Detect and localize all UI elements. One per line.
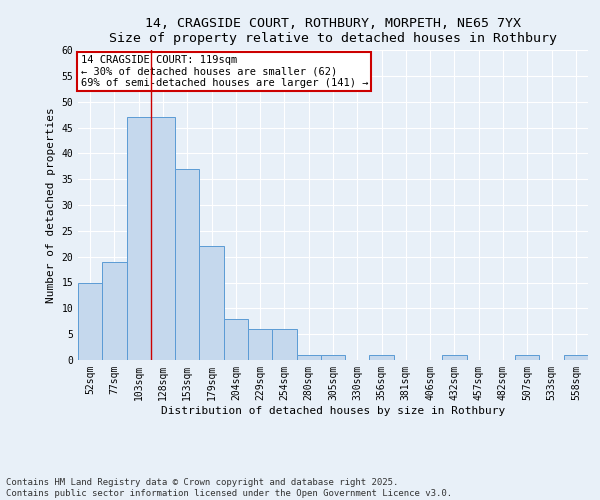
Title: 14, CRAGSIDE COURT, ROTHBURY, MORPETH, NE65 7YX
Size of property relative to det: 14, CRAGSIDE COURT, ROTHBURY, MORPETH, N…: [109, 16, 557, 44]
Bar: [199, 246, 224, 360]
Text: 14 CRAGSIDE COURT: 119sqm
← 30% of detached houses are smaller (62)
69% of semi-: 14 CRAGSIDE COURT: 119sqm ← 30% of detac…: [80, 54, 368, 88]
X-axis label: Distribution of detached houses by size in Rothbury: Distribution of detached houses by size …: [161, 406, 505, 415]
Bar: [248, 329, 272, 360]
Bar: [127, 117, 151, 360]
Bar: [515, 355, 539, 360]
Text: Contains HM Land Registry data © Crown copyright and database right 2025.
Contai: Contains HM Land Registry data © Crown c…: [6, 478, 452, 498]
Bar: [564, 355, 588, 360]
Bar: [296, 355, 321, 360]
Y-axis label: Number of detached properties: Number of detached properties: [46, 107, 56, 303]
Bar: [321, 355, 345, 360]
Bar: [151, 117, 175, 360]
Bar: [224, 318, 248, 360]
Bar: [175, 169, 199, 360]
Bar: [102, 262, 127, 360]
Bar: [442, 355, 467, 360]
Bar: [272, 329, 296, 360]
Bar: [78, 282, 102, 360]
Bar: [370, 355, 394, 360]
